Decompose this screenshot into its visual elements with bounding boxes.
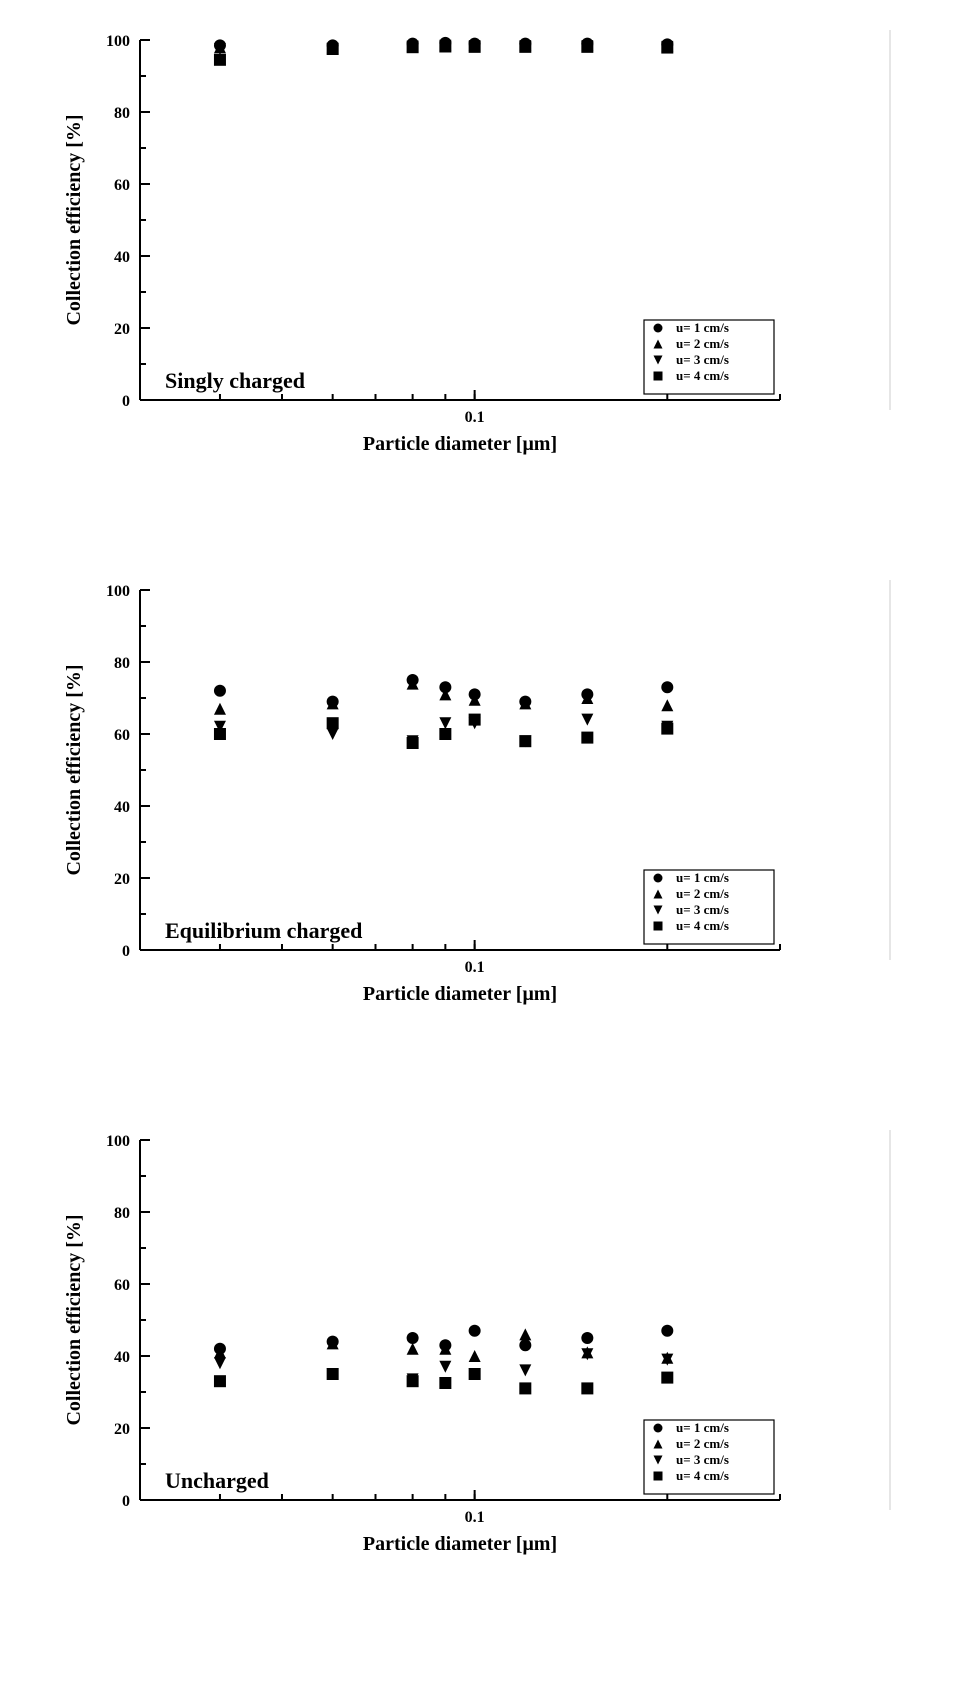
chart-uncharged: 0 20 40 60 80 100 0.1 Particle diameter [μm] Col… (20, 1120, 964, 1630)
legend-label: u= 1 cm/s (676, 870, 729, 885)
y-tick-label: 20 (114, 321, 130, 338)
chart-svg: 0 20 40 60 80 100 0.1 Particle diameter [μm] Col… (20, 20, 940, 530)
chart-annotation: Singly charged (165, 368, 305, 393)
y-tick-label: 40 (114, 1349, 130, 1366)
legend-item (654, 874, 663, 883)
data-point (519, 1339, 531, 1351)
y-tick-label: 60 (114, 177, 130, 194)
x-axis-label: Particle diameter [μm] (363, 1533, 557, 1555)
legend-item (654, 1424, 663, 1433)
chart-svg: 0 20 40 60 80 100 0.1 Particle diameter [μm] Col… (20, 570, 940, 1080)
y-axis-label: Collection efficiency [%] (63, 114, 85, 325)
data-point (407, 737, 419, 749)
x-axis-label: Particle diameter [μm] (363, 433, 557, 455)
x-axis-label: Particle diameter [μm] (363, 983, 557, 1005)
chart-annotation: Equilibrium charged (165, 918, 362, 943)
y-tick-label: 100 (106, 583, 130, 600)
legend-label: u= 1 cm/s (676, 1420, 729, 1435)
y-tick-label: 40 (114, 249, 130, 266)
y-tick-label: 0 (122, 1493, 130, 1510)
data-point (519, 1328, 531, 1340)
data-point (469, 1325, 481, 1337)
data-point (439, 1361, 451, 1373)
data-point (407, 1343, 419, 1355)
legend-label: u= 2 cm/s (676, 886, 729, 901)
data-point (519, 735, 531, 747)
y-tick-label: 80 (114, 1205, 130, 1222)
data-point (407, 41, 419, 53)
data-point (214, 728, 226, 740)
y-tick-label: 60 (114, 727, 130, 744)
y-tick-label: 60 (114, 1277, 130, 1294)
data-point (214, 703, 226, 715)
legend-label: u= 2 cm/s (676, 336, 729, 351)
y-tick-label: 100 (106, 33, 130, 50)
data-point (214, 1375, 226, 1387)
data-point (661, 42, 673, 54)
data-point (661, 723, 673, 735)
chart-equilibrium-charged: 0 20 40 60 80 100 0.1 Particle diameter [μm] Col… (20, 570, 964, 1080)
data-point (214, 54, 226, 66)
data-point (581, 714, 593, 726)
data-point (581, 1332, 593, 1344)
data-point (519, 1382, 531, 1394)
y-axis-label: Collection efficiency [%] (63, 1214, 85, 1425)
data-point (327, 1368, 339, 1380)
data-point (581, 1382, 593, 1394)
y-tick-label: 20 (114, 1421, 130, 1438)
x-tick-label: 0.1 (465, 409, 485, 426)
y-tick-label: 80 (114, 655, 130, 672)
y-tick-label: 20 (114, 871, 130, 888)
data-point (519, 41, 531, 53)
chart-annotation: Uncharged (165, 1468, 269, 1493)
y-tick-label: 0 (122, 943, 130, 960)
data-point (469, 41, 481, 53)
data-point (469, 1368, 481, 1380)
data-point (581, 732, 593, 744)
data-point (407, 1375, 419, 1387)
x-tick-label: 0.1 (465, 1509, 485, 1526)
chart-svg: 0 20 40 60 80 100 0.1 Particle diameter [μm] Col… (20, 1120, 940, 1630)
legend-item (654, 922, 663, 931)
x-tick-label: 0.1 (465, 959, 485, 976)
y-tick-label: 40 (114, 799, 130, 816)
legend-item (654, 372, 663, 381)
data-point (661, 681, 673, 693)
data-point (469, 714, 481, 726)
data-point (519, 1364, 531, 1376)
y-axis-label: Collection efficiency [%] (63, 664, 85, 875)
data-point (214, 685, 226, 697)
legend-item (654, 324, 663, 333)
y-tick-label: 0 (122, 393, 130, 410)
data-point (439, 1377, 451, 1389)
legend-label: u= 2 cm/s (676, 1436, 729, 1451)
data-point (469, 1350, 481, 1362)
data-point (439, 40, 451, 52)
legend-label: u= 4 cm/s (676, 368, 729, 383)
data-point (661, 1325, 673, 1337)
data-point (327, 728, 339, 740)
data-point (661, 699, 673, 711)
data-point (327, 43, 339, 55)
legend-label: u= 4 cm/s (676, 1468, 729, 1483)
legend-label: u= 1 cm/s (676, 320, 729, 335)
legend-item (654, 1472, 663, 1481)
legend-label: u= 3 cm/s (676, 902, 729, 917)
data-point (581, 41, 593, 53)
y-tick-label: 80 (114, 105, 130, 122)
data-point (439, 717, 451, 729)
data-point (439, 728, 451, 740)
legend-label: u= 4 cm/s (676, 918, 729, 933)
legend-label: u= 3 cm/s (676, 1452, 729, 1467)
data-point (407, 1332, 419, 1344)
chart-singly-charged: 0 20 40 60 80 100 0.1 Particle diameter [μm] Col… (20, 20, 964, 530)
chart-stack: 0 20 40 60 80 100 0.1 Particle diameter [μm] Col… (20, 20, 964, 1630)
y-tick-label: 100 (106, 1133, 130, 1150)
legend-label: u= 3 cm/s (676, 352, 729, 367)
data-point (327, 717, 339, 729)
data-point (214, 1357, 226, 1369)
data-point (661, 1372, 673, 1384)
